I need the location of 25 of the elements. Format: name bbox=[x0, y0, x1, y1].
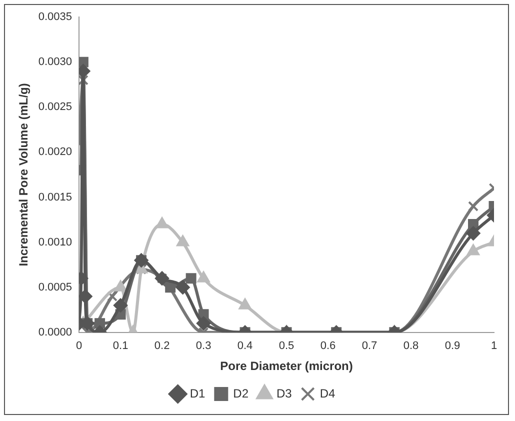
y-axis-title: Incremental Pore Volume (mL/g) bbox=[16, 83, 31, 266]
x-tick-label: 0.8 bbox=[403, 340, 419, 352]
x-tick-label: 0 bbox=[76, 340, 82, 352]
y-tick-label: 0.0000 bbox=[38, 326, 72, 338]
x-tick-label: 0.5 bbox=[278, 340, 294, 352]
y-tick-label: 0.0035 bbox=[38, 11, 72, 24]
legend-label: D4 bbox=[320, 386, 336, 400]
y-tick-label: 0.0010 bbox=[38, 236, 72, 248]
x-tick-label: 0.4 bbox=[237, 340, 253, 352]
y-tick-label: 0.0030 bbox=[38, 56, 72, 68]
legend-label: D2 bbox=[233, 386, 249, 400]
x-tick-label: 0.6 bbox=[320, 340, 336, 352]
x-tick-label: 0.9 bbox=[444, 340, 460, 352]
y-tick-label: 0.0025 bbox=[38, 101, 72, 114]
y-tick-label: 0.0020 bbox=[38, 146, 72, 158]
x-axis-title: Pore Diameter (micron) bbox=[220, 359, 353, 374]
x-tick-label: 0.3 bbox=[196, 340, 212, 352]
x-tick-label: 0.1 bbox=[112, 340, 128, 352]
legend-label: D1 bbox=[190, 386, 206, 400]
x-tick-label: 0.2 bbox=[154, 340, 170, 352]
x-tick-label: 1 bbox=[490, 340, 498, 352]
y-tick-label: 0.0015 bbox=[38, 191, 72, 204]
x-tick-label: 0.7 bbox=[362, 340, 378, 352]
legend-label: D3 bbox=[276, 386, 292, 400]
y-tick-label: 0.0005 bbox=[38, 281, 72, 294]
